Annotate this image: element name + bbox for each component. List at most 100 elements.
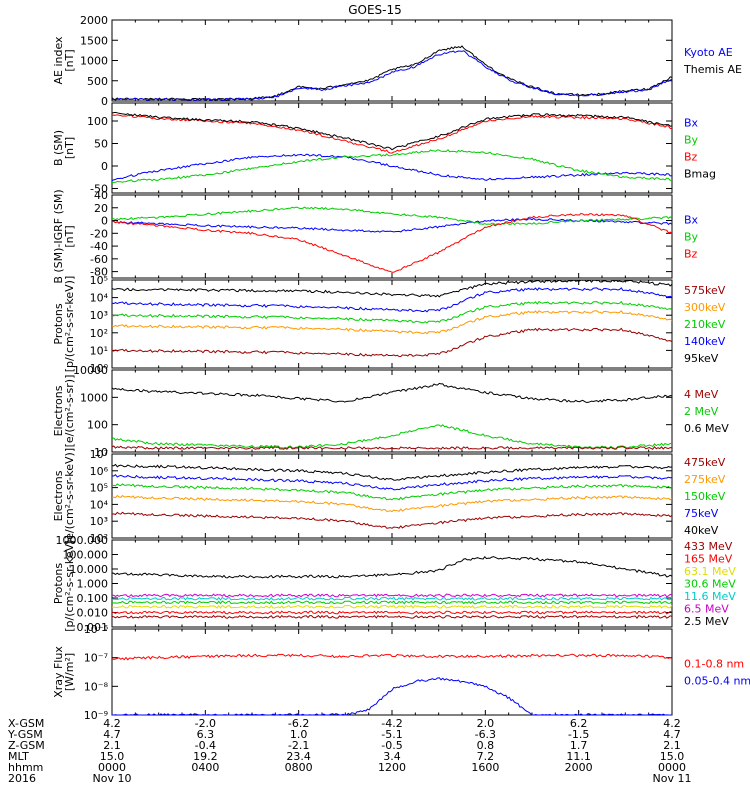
figure-title: GOES-15 (348, 3, 402, 17)
series-line (111, 279, 673, 298)
ephemeris-value: 19.2 (193, 750, 218, 763)
panel-frame (111, 539, 673, 628)
series-line (111, 596, 673, 601)
ephemeris-value: 15.0 (660, 750, 685, 763)
series-line (111, 483, 673, 501)
y-tick-label: 10³ (90, 515, 108, 528)
series-line (111, 212, 673, 273)
legend-entry: 475keV (684, 456, 726, 469)
series-line (111, 153, 673, 181)
y-tick-label: 10.000 (70, 563, 109, 576)
ephemeris-axis: X-GSM 4.2 -2.0 -6.2 -4.2 2.0 6.2 4.2 Y-GSM 4.7 6.3… (7, 717, 691, 785)
ephemeris-row-label: Y-GSM (7, 728, 43, 741)
ephemeris-value: 7.2 (477, 750, 495, 763)
series-line (111, 206, 673, 226)
ephemeris-value: -5.1 (381, 728, 402, 741)
ephemeris-value: 0.8 (477, 739, 495, 752)
series-line (111, 287, 673, 313)
y-tick-label: 1000 (80, 55, 108, 68)
y-tick-label: 10⁷ (90, 448, 108, 461)
panel-frame (111, 19, 673, 102)
legend-entry: 2.5 MeV (684, 615, 729, 628)
ephemeris-value: 0800 (285, 761, 313, 774)
y-tick-label: -50 (90, 183, 108, 196)
legend-entry: Bx (684, 214, 699, 227)
y-axis-label: B (SM)[nT] (52, 130, 76, 166)
ephemeris-value: -6.3 (475, 728, 496, 741)
legend-entry: By (684, 134, 699, 147)
y-tick-label: 10⁻⁷ (84, 652, 108, 665)
panel-xray: 10⁻⁶ 10⁻⁷ 10⁻⁸ 10⁻⁹ Xray Flux[W/m²] 0.1-0.8 n… (52, 623, 750, 722)
series-line (111, 111, 673, 151)
panel-frame (111, 628, 673, 716)
y-tick-label: 100.000 (63, 549, 109, 562)
series-line (111, 593, 673, 598)
legend-entry: 210keV (684, 318, 726, 331)
y-tick-label: 10³ (90, 309, 108, 322)
y-axis-label: Protons[p/(cm²-s-sr-keV)] (52, 276, 76, 373)
ephemeris-value: -2.1 (288, 739, 309, 752)
series-line (112, 50, 673, 102)
y-axis-label: AE index[nT] (52, 36, 76, 85)
y-tick-label: 0 (101, 160, 108, 173)
ephemeris-value: 6.2 (570, 717, 588, 730)
legend-entry: 30.6 MeV (684, 578, 736, 591)
legend-entry: 2 MeV (684, 405, 719, 418)
y-tick-label: 0 (101, 95, 108, 108)
series-line (111, 382, 673, 403)
y-axis-label: Xray Flux[W/m²] (52, 646, 76, 698)
series-line (111, 445, 673, 450)
legend-entry: 4 MeV (684, 388, 719, 401)
y-tick-label: 0.100 (77, 592, 109, 605)
y-tick-label: 1.000 (77, 578, 109, 591)
panel-electrons1: 10000 1000 100 10 Electrons[e/(cm²-s-sr)] 4 M… (52, 364, 729, 459)
ephemeris-value: 1.0 (290, 728, 308, 741)
ephemeris-value: 2.1 (103, 739, 121, 752)
y-tick-label: 0.001 (77, 621, 109, 634)
legend-entry: 0.1-0.8 nm (684, 658, 744, 671)
legend-entry: 75keV (684, 507, 719, 520)
ephemeris-value: 0000 (98, 761, 126, 774)
series-line (111, 604, 673, 609)
legend-entry: 150keV (684, 490, 726, 503)
legend-entry: 63.1 MeV (684, 565, 736, 578)
series-line (111, 511, 673, 529)
y-tick-label: 1000 (80, 391, 108, 404)
ephemeris-value: -1.5 (568, 728, 589, 741)
legend-entry: 11.6 MeV (684, 590, 736, 603)
ephemeris-value: 2000 (565, 761, 593, 774)
ephemeris-value: -6.2 (288, 717, 309, 730)
series-line (111, 327, 673, 358)
panel-frame (111, 194, 673, 279)
ephemeris-value: -0.4 (195, 739, 216, 752)
y-tick-label: 10 (94, 446, 108, 459)
panel-frame (111, 102, 673, 194)
legend-entry: Kyoto AE (684, 46, 733, 59)
ephemeris-value: 2.1 (663, 739, 681, 752)
y-tick-label: 10⁵ (90, 482, 108, 495)
ephemeris-value: 4.7 (103, 728, 121, 741)
y-tick-label: 10⁰ (90, 362, 109, 375)
series-line (111, 653, 673, 661)
legend-entry: 433 MeV (684, 540, 733, 553)
y-tick-label: 40 (94, 189, 108, 202)
panel-frame (111, 453, 673, 539)
series-line (111, 45, 673, 101)
y-tick-label: 10⁻⁸ (84, 680, 109, 693)
legend-entry: Bz (684, 151, 698, 164)
legend-entry: 0.6 MeV (684, 422, 729, 435)
series-line (111, 474, 673, 491)
series-line (111, 310, 673, 335)
legend-entry: 575keV (684, 284, 726, 297)
series-line (112, 677, 672, 716)
ephemeris-value: 3.4 (383, 750, 401, 763)
y-tick-label: -20 (90, 227, 108, 240)
legend-entry: 95keV (684, 352, 719, 365)
ephemeris-value: 1200 (378, 761, 406, 774)
ephemeris-value: 0400 (191, 761, 219, 774)
series-line (111, 614, 673, 620)
y-tick-label: 0 (101, 215, 108, 228)
